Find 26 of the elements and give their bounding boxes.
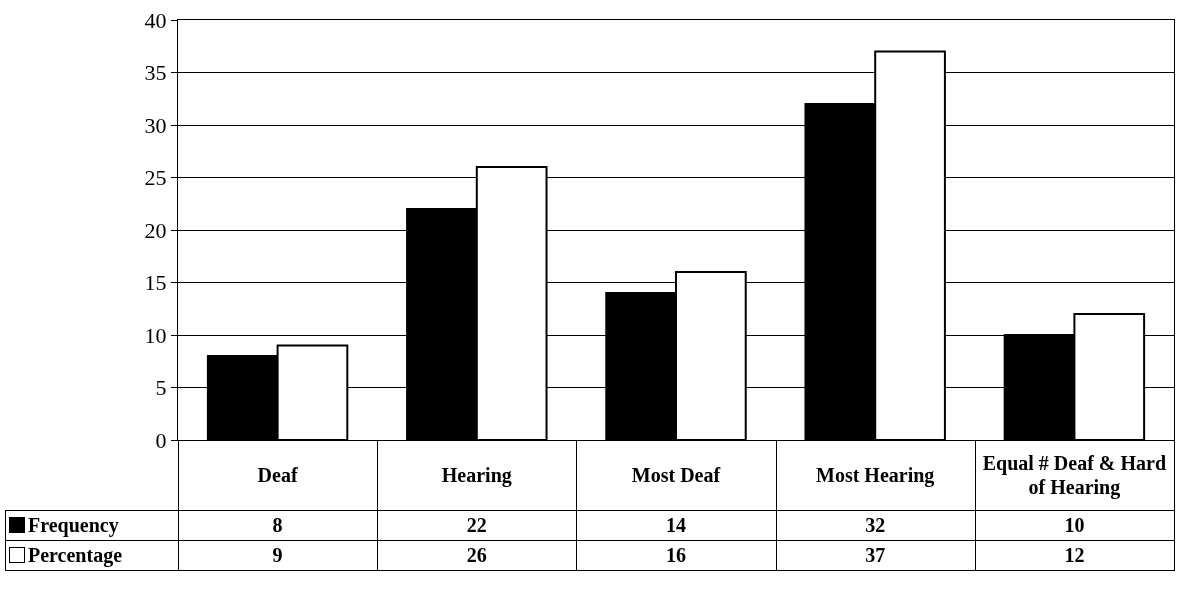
y-tick-label: 30 bbox=[144, 112, 167, 138]
x-tick-label: Equal # Deaf & Hard of Hearing bbox=[981, 451, 1168, 501]
data-label: 22 bbox=[465, 513, 488, 538]
y-tick-label: 20 bbox=[144, 217, 167, 243]
y-tick-label: 0 bbox=[155, 427, 167, 453]
y-tick-label: 40 bbox=[144, 7, 167, 33]
data-label: 14 bbox=[665, 513, 687, 538]
data-label: 16 bbox=[665, 543, 687, 568]
data-label: 32 bbox=[864, 513, 887, 538]
legend-label: Frequency bbox=[28, 513, 119, 537]
data-label: 37 bbox=[864, 543, 887, 568]
x-tick-label: Hearing bbox=[440, 463, 513, 489]
data-label: 9 bbox=[271, 543, 284, 568]
data-label: 10 bbox=[1063, 513, 1086, 538]
x-tick-label: Most Deaf bbox=[630, 463, 722, 488]
y-tick-label: 5 bbox=[155, 375, 167, 401]
y-tick-label: 25 bbox=[144, 165, 167, 191]
x-tick-label: Deaf bbox=[256, 463, 299, 488]
data-label: 8 bbox=[271, 513, 284, 538]
data-label: 26 bbox=[465, 543, 488, 568]
y-tick-label: 15 bbox=[144, 270, 167, 296]
y-tick-label: 10 bbox=[144, 322, 167, 348]
data-label: 12 bbox=[1063, 543, 1086, 568]
legend-label: Percentage bbox=[28, 543, 123, 567]
y-tick-label: 35 bbox=[144, 60, 167, 86]
x-tick-label: Most Hearing bbox=[815, 463, 936, 489]
